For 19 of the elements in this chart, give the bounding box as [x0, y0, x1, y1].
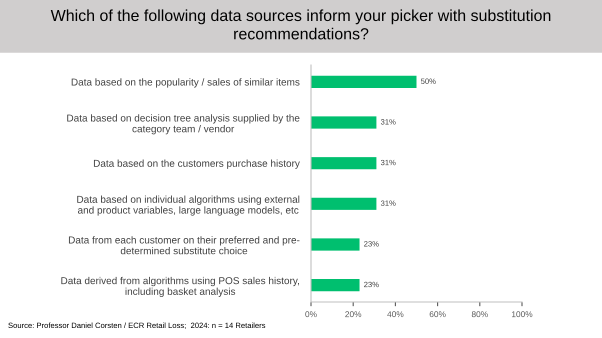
x-tick-label: 20% — [345, 311, 362, 318]
bar — [311, 76, 416, 88]
y-tick-label: Data based on the customers purchase history — [94, 160, 300, 169]
bar — [311, 238, 360, 251]
x-tick-label: 80% — [472, 311, 488, 318]
y-tick-label: Data derived from algorithms using POS sales history, including basket analysis — [61, 276, 300, 297]
x-tick-label: 0% — [305, 311, 317, 318]
chart-title: Which of the following data sources inform your picker with substitution recommendations? — [50, 9, 550, 40]
x-tick-label: 60% — [430, 311, 446, 318]
y-tick-label: Data based on decision tree analysis supplied by the category team / vendor — [67, 114, 300, 134]
bar — [311, 116, 376, 129]
bar — [311, 279, 360, 292]
bar — [311, 198, 376, 210]
x-tick-label: 40% — [387, 311, 404, 318]
y-tick-label: Data based on individual algorithms using external and product variables, large language models, etc — [77, 196, 300, 216]
y-tick-label: Data from each customer on their preferred and pre- determined substitute choice — [68, 236, 300, 254]
x-tick-label: 100% — [512, 311, 532, 318]
bar — [311, 157, 376, 170]
y-tick-label: Data based on the popularity / sales of similar items — [72, 78, 300, 88]
